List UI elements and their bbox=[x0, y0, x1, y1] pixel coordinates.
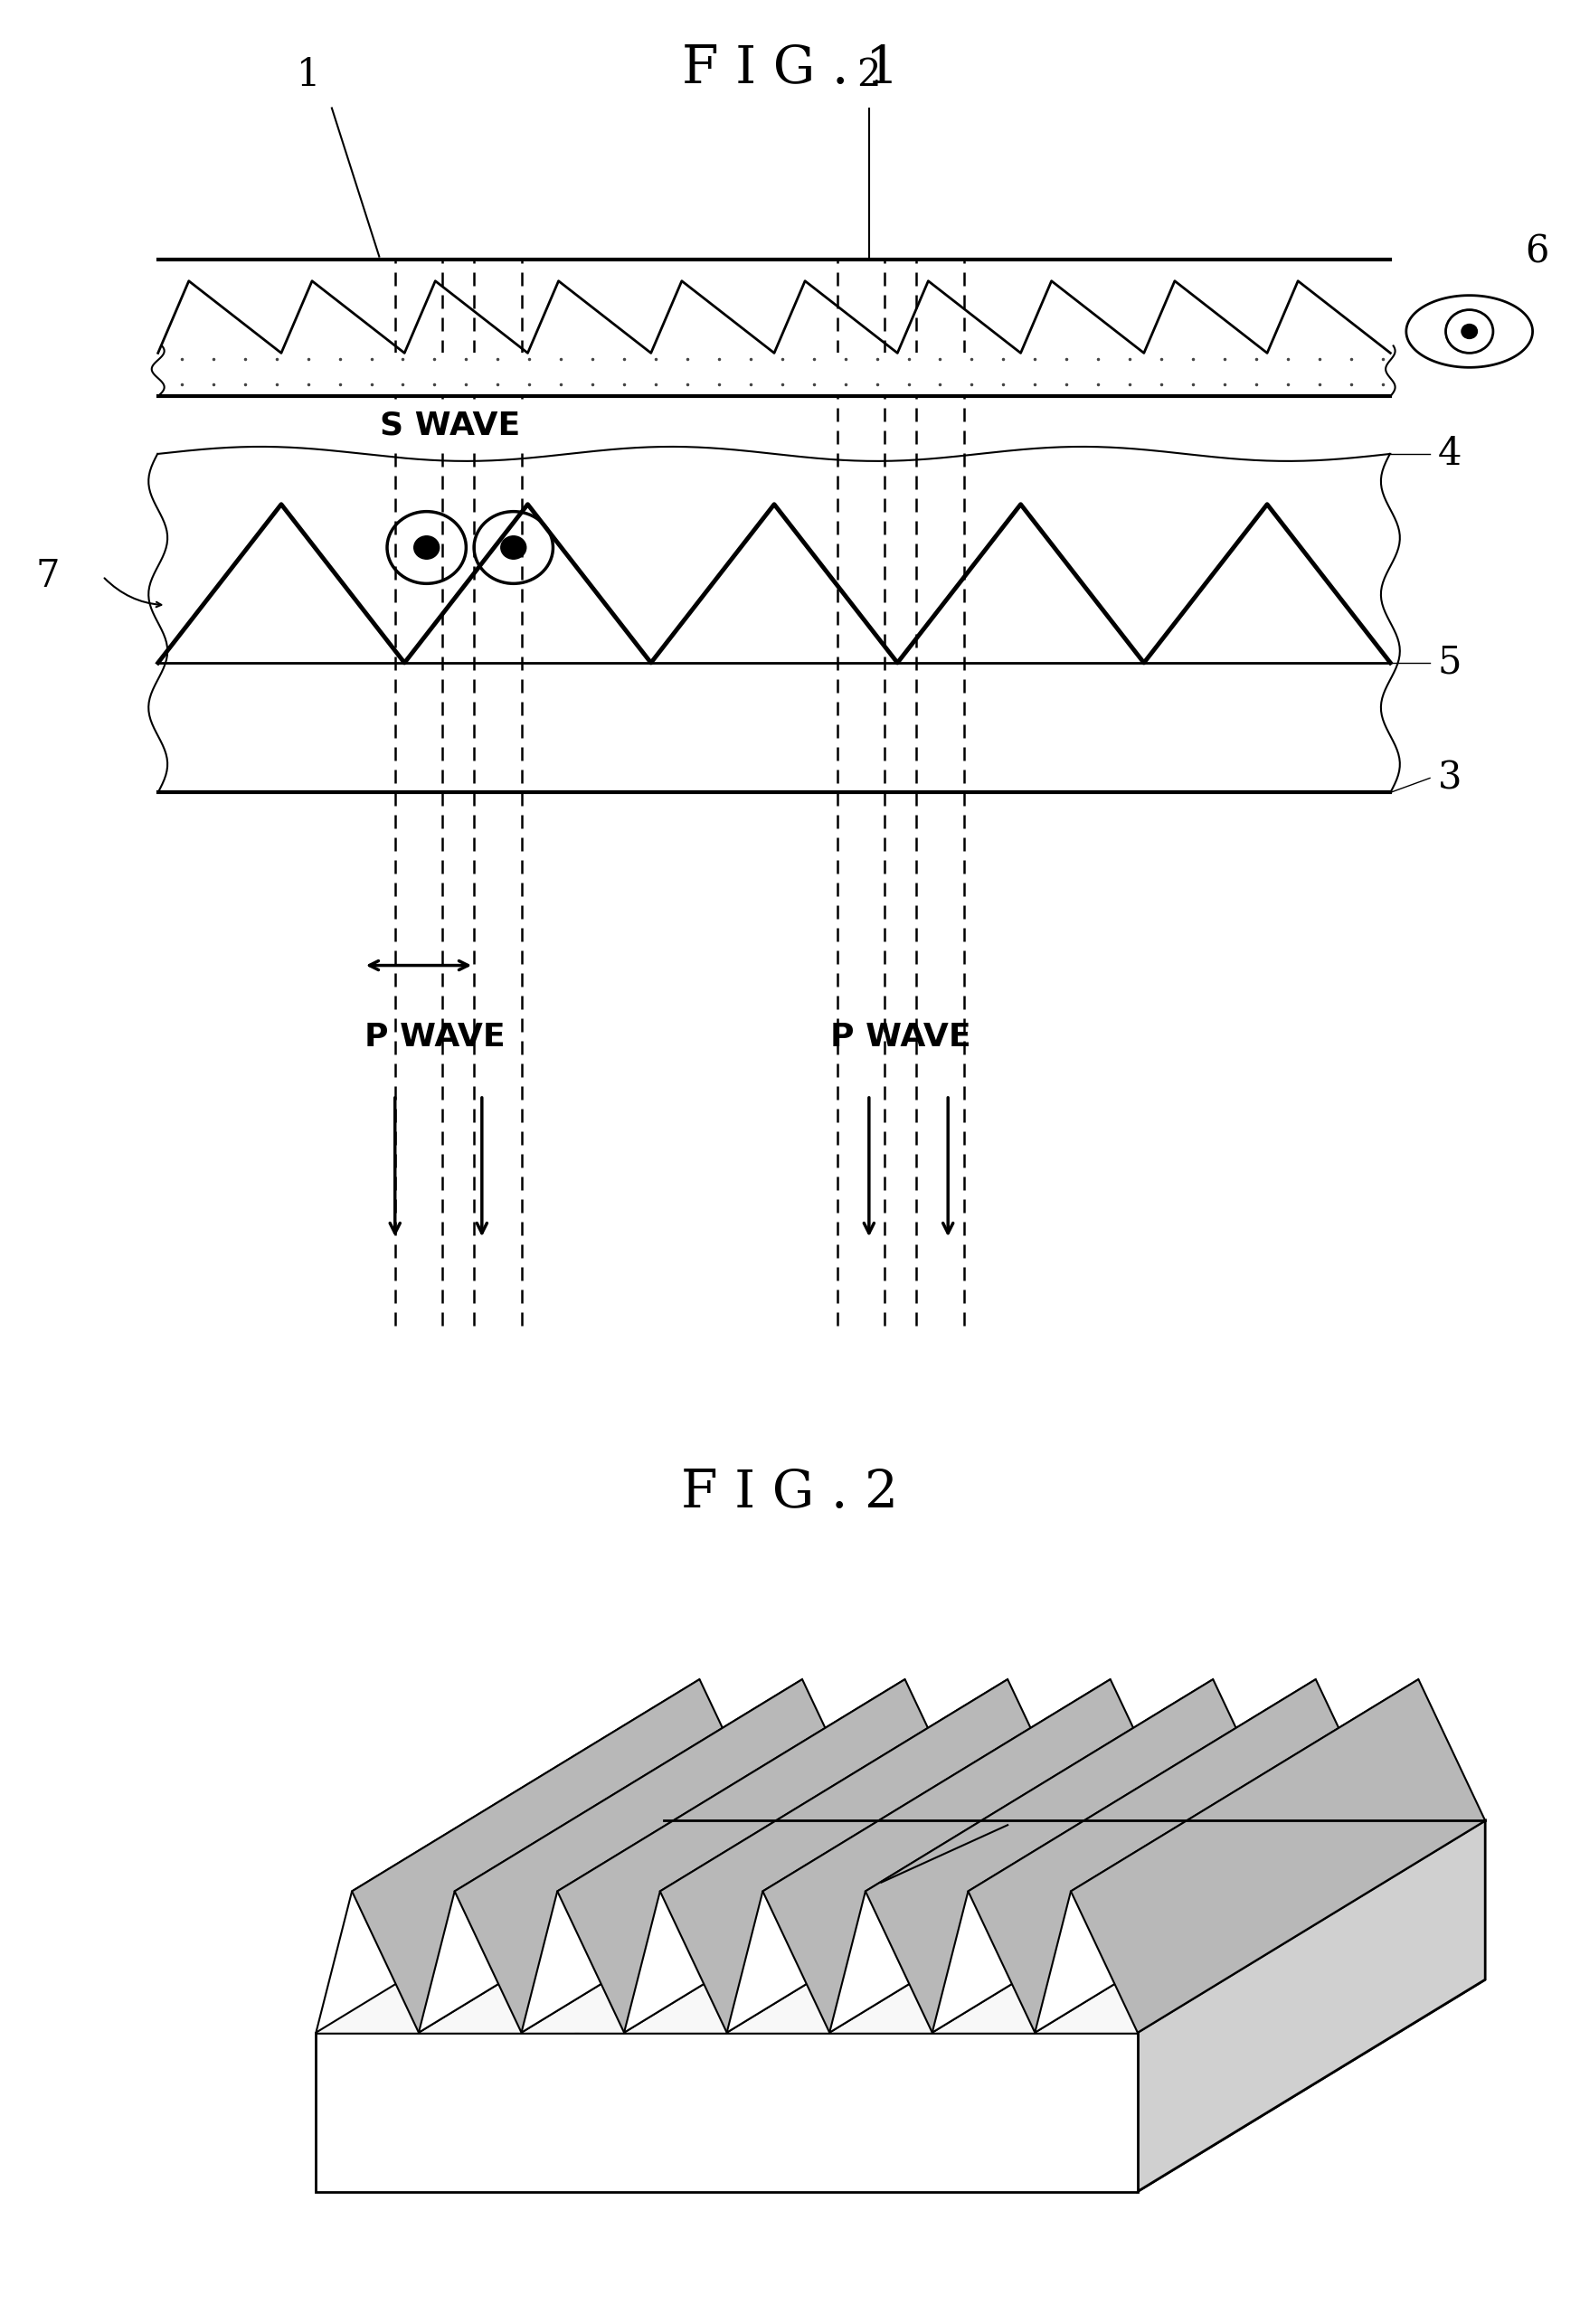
Text: 3: 3 bbox=[1438, 760, 1461, 797]
Text: P WAVE: P WAVE bbox=[830, 1023, 972, 1053]
Circle shape bbox=[1462, 323, 1477, 339]
Text: 1: 1 bbox=[295, 56, 321, 93]
Polygon shape bbox=[932, 1680, 1316, 2034]
Text: F I G . 2: F I G . 2 bbox=[681, 1466, 899, 1518]
Polygon shape bbox=[316, 1980, 1485, 2192]
Polygon shape bbox=[316, 1680, 700, 2034]
Polygon shape bbox=[1406, 295, 1533, 367]
Polygon shape bbox=[1071, 1680, 1485, 2034]
Polygon shape bbox=[624, 1680, 1008, 2034]
Circle shape bbox=[414, 537, 439, 560]
Polygon shape bbox=[727, 1680, 1111, 2034]
Polygon shape bbox=[1035, 1680, 1419, 2034]
Polygon shape bbox=[1138, 1820, 1485, 2192]
Polygon shape bbox=[419, 1680, 803, 2034]
Text: 8: 8 bbox=[1024, 1801, 1048, 1841]
Polygon shape bbox=[830, 1680, 1213, 2034]
Polygon shape bbox=[969, 1680, 1382, 2034]
Polygon shape bbox=[158, 353, 1390, 395]
Text: 6: 6 bbox=[1525, 232, 1548, 272]
Circle shape bbox=[501, 537, 526, 560]
Text: F I G . 1: F I G . 1 bbox=[681, 44, 899, 93]
Polygon shape bbox=[521, 1680, 905, 2034]
Polygon shape bbox=[316, 1820, 1485, 2034]
Polygon shape bbox=[316, 2034, 1138, 2192]
Polygon shape bbox=[455, 1680, 869, 2034]
Text: 4: 4 bbox=[1438, 435, 1461, 472]
Text: 2: 2 bbox=[856, 56, 882, 93]
Polygon shape bbox=[352, 1680, 766, 2034]
Text: P WAVE: P WAVE bbox=[363, 1023, 506, 1053]
Polygon shape bbox=[660, 1680, 1074, 2034]
Text: S WAVE: S WAVE bbox=[381, 409, 520, 442]
Polygon shape bbox=[866, 1680, 1280, 2034]
Polygon shape bbox=[558, 1680, 972, 2034]
Text: 5: 5 bbox=[1438, 644, 1461, 681]
Polygon shape bbox=[763, 1680, 1177, 2034]
Text: 7: 7 bbox=[35, 558, 60, 595]
